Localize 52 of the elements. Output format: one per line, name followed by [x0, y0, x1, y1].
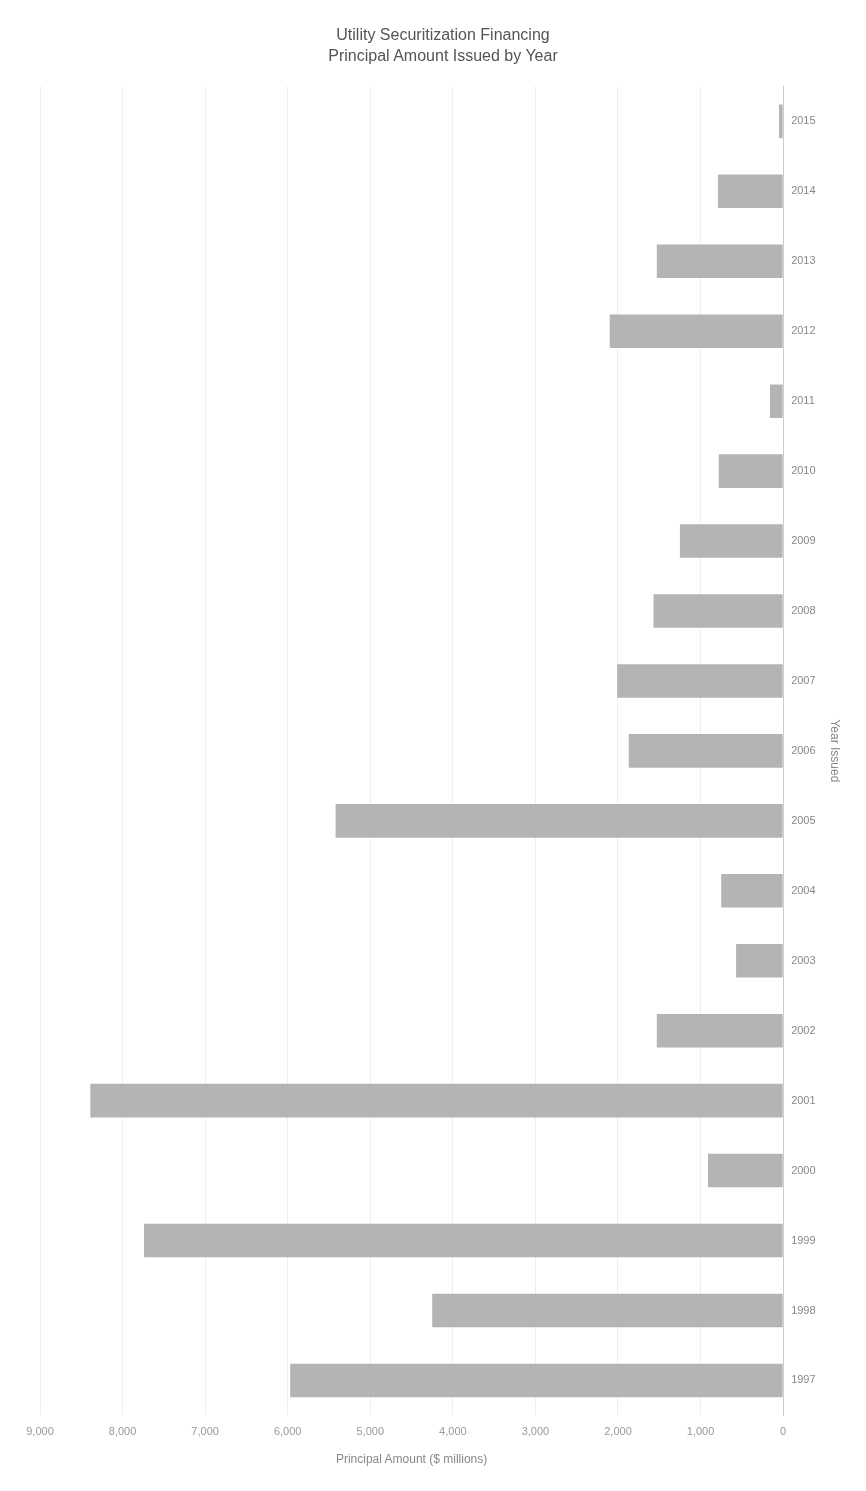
- y-tick-label: 1999: [791, 1233, 816, 1246]
- x-tick-label: 0: [780, 1425, 787, 1438]
- bar: [736, 943, 783, 978]
- bar: [679, 524, 783, 558]
- y-tick-label: 2006: [791, 743, 816, 756]
- x-axis-title: Principal Amount ($ millions): [335, 1452, 488, 1467]
- y-tick-label: 2003: [791, 953, 816, 966]
- bar: [90, 1083, 783, 1118]
- bar: [779, 104, 783, 139]
- y-tick-label: 2000: [791, 1163, 816, 1176]
- y-tick-label: 1998: [791, 1303, 816, 1316]
- y-tick-label: 2008: [791, 604, 816, 617]
- y-tick-label: 2013: [791, 254, 816, 267]
- bar: [617, 664, 783, 698]
- bar: [628, 734, 783, 768]
- y-tick-label: 2014: [791, 184, 816, 197]
- y-tick-label: 2009: [791, 534, 816, 547]
- bar: [717, 174, 783, 209]
- bar: [718, 454, 783, 488]
- x-tick-label: 9,000: [26, 1425, 54, 1438]
- y-tick-label: 2007: [791, 673, 816, 686]
- chart-title: Utility Securitization Financing: [336, 26, 550, 44]
- y-tick-label: 2002: [791, 1023, 816, 1036]
- bar: [653, 594, 783, 628]
- bar: [656, 244, 783, 279]
- y-tick-label: 2015: [791, 114, 816, 127]
- x-tick-label: 7,000: [191, 1425, 219, 1438]
- bar: [144, 1223, 783, 1258]
- y-tick-label: 2001: [791, 1093, 816, 1106]
- x-tick-label: 4,000: [439, 1425, 467, 1438]
- bar: [769, 384, 783, 418]
- y-tick-label: 2004: [791, 883, 816, 896]
- x-tick-label: 8,000: [108, 1425, 137, 1438]
- x-tick-label: 2,000: [604, 1425, 632, 1438]
- y-axis-title: Year Issued: [828, 719, 843, 783]
- bar: [656, 1013, 783, 1048]
- bar: [609, 314, 783, 348]
- chart-subtitle: Principal Amount Issued by Year: [328, 47, 559, 65]
- y-tick-label: 2005: [791, 813, 816, 826]
- bar: [432, 1293, 783, 1328]
- bar: [335, 804, 783, 838]
- y-tick-label: 1997: [791, 1373, 816, 1386]
- bar: [290, 1363, 783, 1398]
- y-tick-label: 2010: [791, 464, 816, 477]
- y-tick-label: 2011: [791, 394, 815, 407]
- x-tick-label: 5,000: [356, 1425, 385, 1438]
- bar: [721, 874, 783, 908]
- x-tick-label: 3,000: [521, 1425, 550, 1438]
- x-tick-label: 1,000: [686, 1425, 715, 1438]
- x-tick-label: 6,000: [273, 1425, 302, 1438]
- bar: [707, 1153, 783, 1188]
- y-tick-label: 2012: [791, 324, 816, 337]
